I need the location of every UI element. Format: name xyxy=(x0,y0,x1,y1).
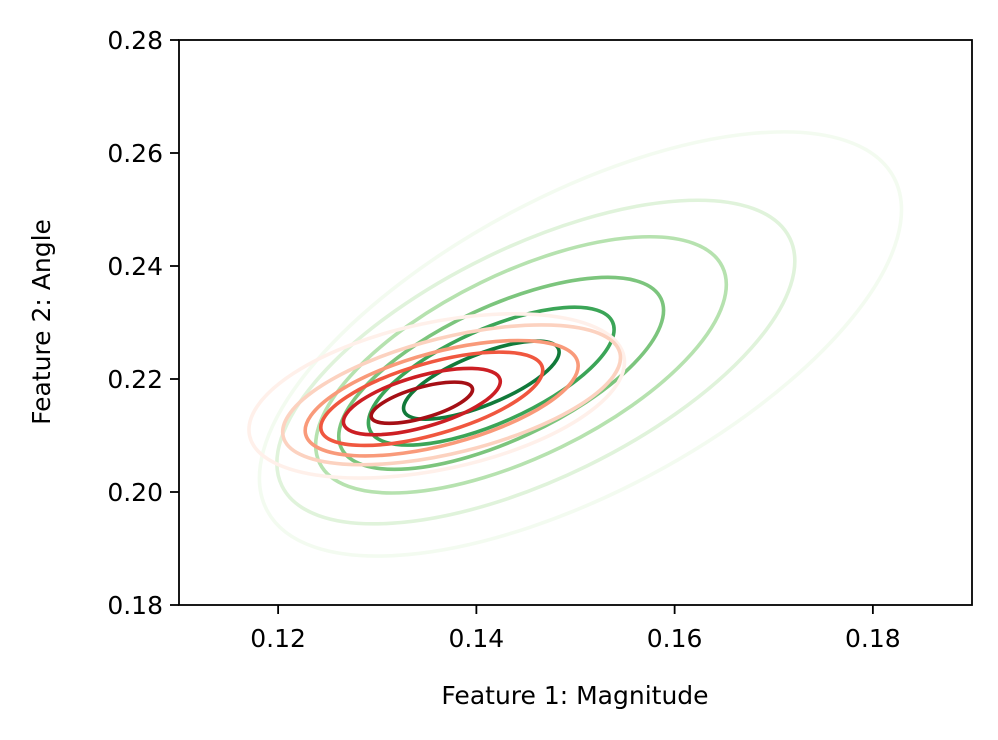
contour-reds-level-6 xyxy=(369,380,475,426)
y-tick-label: 0.22 xyxy=(107,365,163,394)
y-axis-label: Feature 2: Angle xyxy=(27,219,56,425)
plot-frame xyxy=(178,39,973,606)
x-axis-label: Feature 1: Magnitude xyxy=(441,681,708,710)
x-tick-label: 0.12 xyxy=(250,624,306,653)
y-tick-label: 0.18 xyxy=(107,591,163,620)
contour-reds-level-4 xyxy=(319,350,545,448)
contour-greens-level-1 xyxy=(257,130,904,558)
contour-layer xyxy=(247,130,904,558)
y-tick-label: 0.28 xyxy=(107,26,163,55)
contour-greens-level-5 xyxy=(366,305,616,447)
y-tick-label: 0.26 xyxy=(107,139,163,168)
contour-greens-level-4 xyxy=(336,275,666,472)
contour-greens-level-3 xyxy=(313,234,729,495)
y-tick-label: 0.24 xyxy=(107,252,163,281)
y-tick-label: 0.20 xyxy=(107,478,163,507)
x-tick-label: 0.14 xyxy=(449,624,505,653)
x-axis: 0.12 0.14 0.16 0.18 xyxy=(250,605,901,653)
y-axis: 0.18 0.20 0.22 0.24 0.26 0.28 xyxy=(107,26,179,620)
x-tick-label: 0.18 xyxy=(845,624,901,653)
contour-reds-level-5 xyxy=(341,366,503,437)
x-tick-label: 0.16 xyxy=(647,624,703,653)
contour-greens-level-2 xyxy=(275,198,797,526)
contour-reds-level-3 xyxy=(303,338,580,458)
contour-reds-level-1 xyxy=(247,312,627,480)
contour-greens-level-6 xyxy=(401,339,561,422)
contour-reds-level-2 xyxy=(280,323,623,467)
